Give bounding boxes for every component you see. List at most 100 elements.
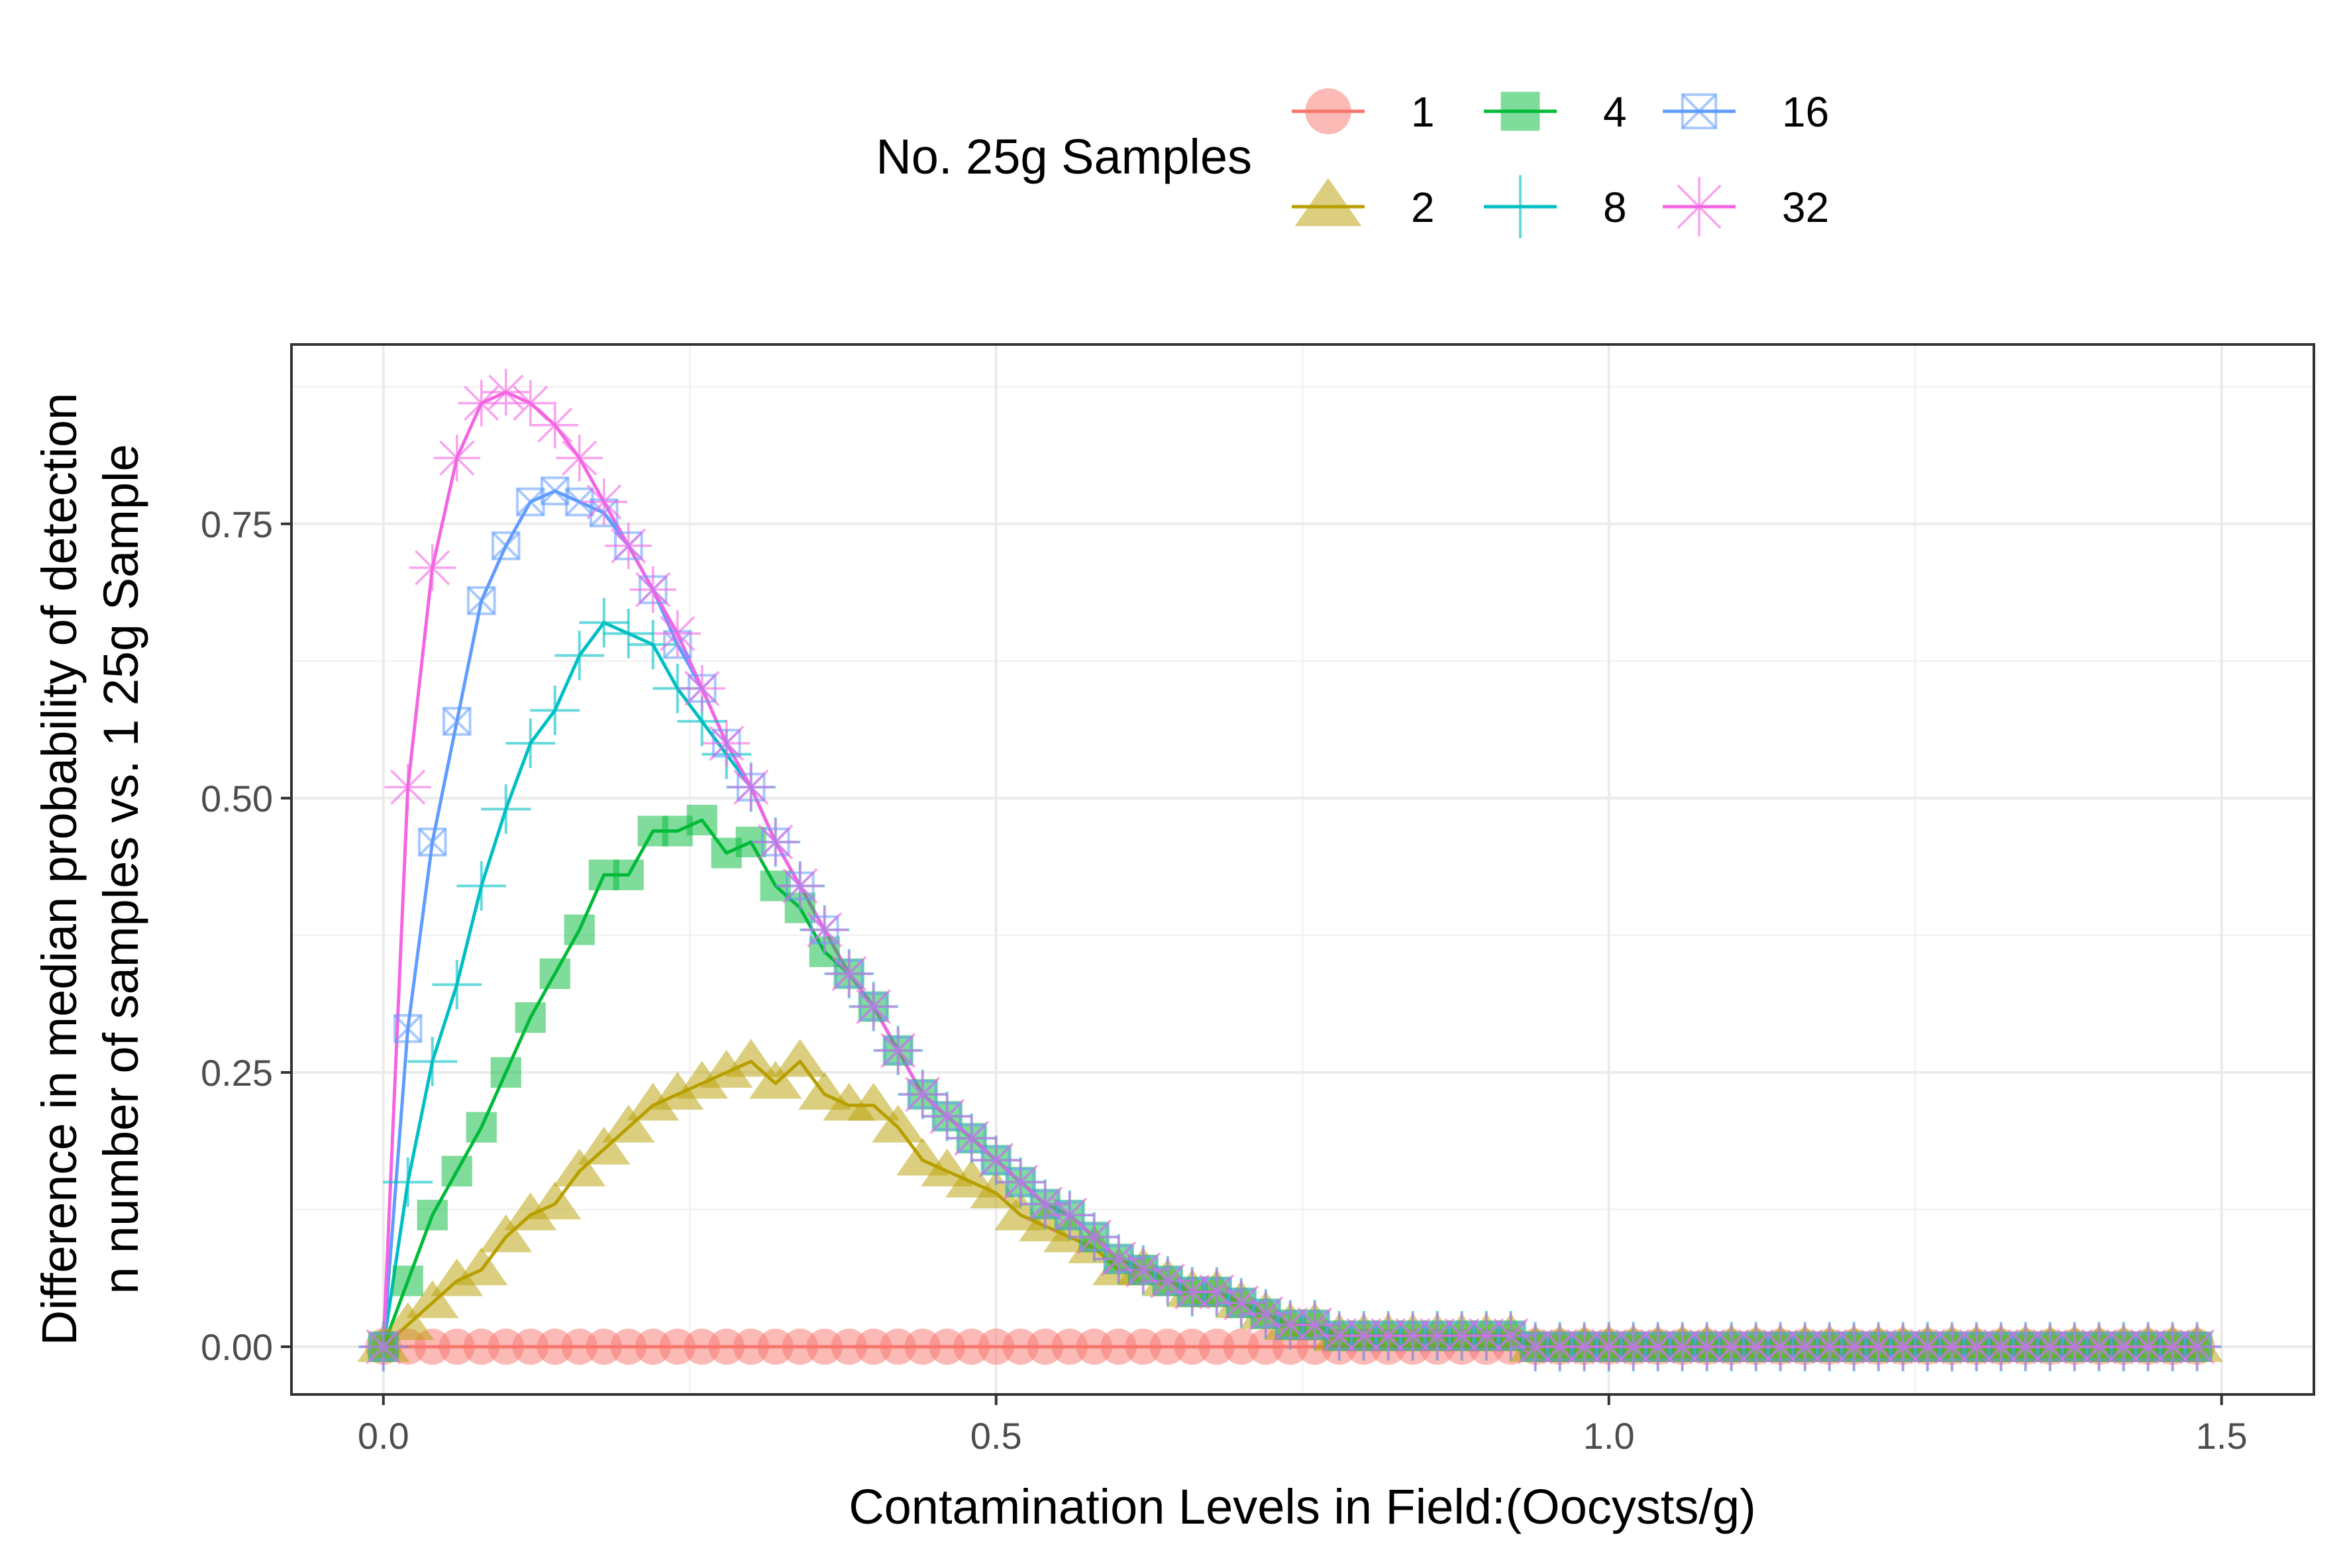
data-point [825,950,872,998]
data-point [1830,1323,1877,1371]
data-point [874,1027,921,1074]
data-point [923,1092,970,1140]
gridlines [291,344,2314,1394]
legend-label: 8 [1603,183,1627,231]
data-point [1806,1323,1853,1371]
series-points-32 [360,368,2220,1371]
x-tick-label: 0.0 [358,1415,409,1457]
data-point [1389,1312,1436,1359]
data-point [847,1082,900,1121]
data-point [613,859,644,890]
data-point [515,1002,546,1033]
data-point [1855,1323,1902,1371]
data-point [1340,1312,1387,1359]
data-point [383,1157,433,1207]
y-tick-label: 0.50 [201,778,273,819]
data-point [505,718,556,768]
data-point [554,631,605,680]
data-point [382,1302,435,1340]
data-point [433,435,480,482]
data-point [1021,1180,1069,1228]
data-point [872,1104,925,1143]
data-point [2124,1323,2171,1371]
data-point [2149,1323,2196,1371]
data-point [392,1265,423,1296]
data-point [749,1061,802,1099]
data-point [628,619,678,670]
data-point [1070,1214,1118,1261]
data-point [629,566,676,613]
data-point [2100,1323,2147,1371]
x-tick-label: 1.0 [1583,1415,1635,1457]
legend-item-16: 16 [1663,88,1829,136]
data-point [1438,1312,1485,1359]
data-point [1536,1323,1583,1371]
legend-item-8: 8 [1484,175,1627,238]
y-tick-label: 0.75 [201,503,273,545]
data-point [1953,1323,2000,1371]
data-point [1879,1323,1926,1371]
data-point [1291,1301,1338,1349]
data-point [466,1112,497,1143]
data-point [481,784,531,834]
x-axis-title: Contamination Levels in Field:(Oocysts/g… [849,1479,1756,1534]
data-point [774,1039,827,1077]
y-tick-label: 0.25 [201,1052,273,1094]
legend-key-marker [1669,177,1729,236]
legend-item-4: 4 [1484,88,1627,136]
series-points [357,368,2224,1372]
data-point [899,1071,946,1118]
data-point [531,401,578,448]
legend-key-marker [1305,88,1351,134]
x-tick-label: 0.5 [970,1415,1022,1457]
legend-key-marker [1681,93,1718,130]
legend-item-32: 32 [1663,177,1829,236]
legend-items: 1 2 4 8 16 32 [1292,88,1829,238]
y-axis-title-line-1: Difference in median probability of dete… [32,393,87,1345]
data-point [579,598,629,648]
y-axis-ticks: 0.00 0.25 0.50 0.75 [201,503,291,1368]
data-point [490,1057,521,1088]
data-point [997,1159,1044,1206]
data-point [1977,1323,2024,1371]
y-tick-label: 0.00 [201,1326,273,1368]
y-axis-title-line-2: n number of samples vs. 1 25g Sample [93,444,148,1294]
data-point [2075,1323,2122,1371]
data-point [703,719,750,767]
data-point [384,764,431,811]
data-point [564,914,595,945]
data-point [1683,1323,1730,1371]
data-point [801,906,848,953]
data-point [1659,1323,1706,1371]
data-point [1708,1323,1755,1371]
legend-label: 16 [1782,88,1829,136]
data-point [752,818,799,866]
data-point [458,380,505,427]
data-point [725,1039,778,1077]
data-point [530,685,580,735]
data-point [603,609,654,658]
data-point [456,861,507,911]
data-point [1120,1246,1167,1294]
data-point [1218,1279,1265,1326]
data-point [1242,1290,1289,1337]
data-point [651,1071,704,1110]
data-point [466,586,496,615]
data-point [480,1214,533,1253]
data-point [2026,1323,2073,1371]
data-point [441,1155,472,1187]
data-point [605,522,652,570]
data-point [406,1280,459,1318]
data-point [393,1014,423,1043]
data-point [948,1115,995,1162]
legend-label: 32 [1782,183,1829,231]
data-point [686,804,717,836]
legend-label: 2 [1411,183,1435,231]
data-point [1316,1312,1363,1359]
data-point [776,862,823,910]
data-point [455,1247,508,1286]
data-point [1046,1192,1093,1239]
x-axis-ticks: 0.0 0.5 1.0 1.5 [358,1394,2248,1457]
legend-item-2: 2 [1292,178,1435,231]
